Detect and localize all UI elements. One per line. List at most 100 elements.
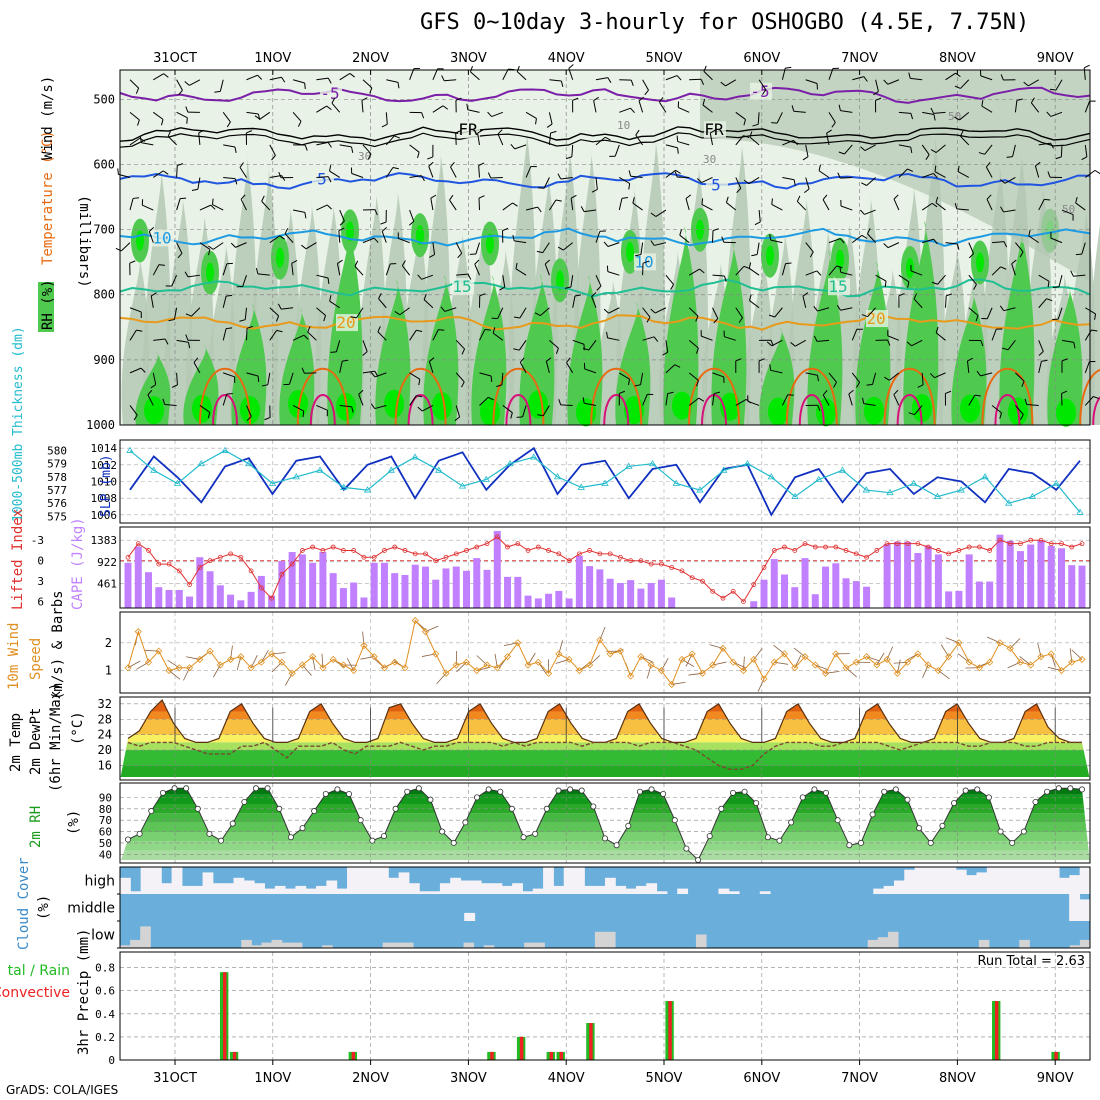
isotherm-30-loop bbox=[309, 394, 336, 426]
wind-barb bbox=[654, 242, 667, 246]
wind-barb-flag bbox=[607, 77, 612, 83]
rh2m-point bbox=[578, 787, 585, 794]
rh-green-region bbox=[999, 225, 1035, 425]
wind-barb bbox=[292, 405, 304, 412]
thickness-point bbox=[1076, 508, 1084, 515]
wind-barb-flag bbox=[304, 144, 308, 151]
wind-barb-flag bbox=[1000, 266, 1007, 270]
thickness-point bbox=[245, 459, 253, 467]
wind-barb-flag bbox=[470, 66, 473, 73]
wind-barb-flag bbox=[1046, 111, 1052, 117]
wind-10m-point bbox=[524, 661, 532, 669]
wind-barb bbox=[450, 166, 457, 178]
li-point bbox=[484, 541, 490, 547]
wind-10m-point bbox=[996, 639, 1004, 647]
cloud-low-bar bbox=[463, 942, 475, 948]
cloud-high-bar bbox=[264, 888, 276, 894]
wind-barb-flag bbox=[606, 331, 609, 338]
wind-barb-flag bbox=[839, 238, 845, 244]
wind-barb bbox=[549, 339, 559, 349]
cloud-low-bar bbox=[130, 939, 141, 948]
rh2m-point bbox=[183, 785, 190, 792]
wind-barb bbox=[795, 339, 806, 347]
wind-barb bbox=[479, 372, 492, 377]
wind-barb-flag bbox=[358, 389, 364, 395]
wind-10m-point bbox=[329, 655, 337, 664]
temp-tick-label: 24 bbox=[98, 728, 112, 742]
wind-10m-point bbox=[483, 661, 491, 669]
wind-barb-flag bbox=[818, 164, 821, 171]
wind-barb-flag bbox=[162, 398, 166, 405]
cape-bar bbox=[257, 575, 265, 608]
cloud-high-bar bbox=[759, 891, 771, 894]
wind-barb-flag bbox=[817, 405, 821, 412]
cloud-high-bar bbox=[584, 885, 596, 894]
wind-barb bbox=[191, 307, 201, 317]
rh-contour-label: 30 bbox=[703, 153, 716, 166]
pressure-tick-label: 500 bbox=[93, 92, 115, 106]
wind-10m-point bbox=[904, 658, 912, 666]
thickness-point bbox=[862, 486, 870, 493]
cloud-low-bar bbox=[140, 926, 151, 948]
wind-barb bbox=[991, 266, 1002, 276]
cape-bar bbox=[411, 564, 419, 608]
li-point bbox=[228, 551, 233, 557]
cloud-high-bar bbox=[625, 888, 637, 894]
wind-barb bbox=[467, 109, 480, 113]
cloud-high-bar bbox=[512, 883, 523, 894]
cloud-low-bar bbox=[120, 945, 131, 948]
wind-barb-flag bbox=[978, 152, 985, 155]
grads-credit: GrADS: COLA/IGES bbox=[6, 1083, 119, 1097]
wind-barb-flag bbox=[751, 253, 758, 257]
pressure-tick-label: 900 bbox=[93, 353, 115, 367]
li-point bbox=[987, 548, 993, 553]
wind-barb bbox=[1038, 361, 1042, 374]
wind-barb-flag bbox=[367, 153, 372, 160]
thickness-point bbox=[292, 473, 300, 480]
rh2m-point bbox=[718, 805, 725, 812]
wind-barb-flag bbox=[339, 220, 345, 226]
wind-barb-flag bbox=[980, 340, 984, 347]
wind-barb bbox=[864, 209, 876, 215]
wind-barb-flag bbox=[785, 66, 792, 69]
wind-barb bbox=[1073, 274, 1086, 277]
thickness-point bbox=[1005, 499, 1013, 506]
wind-barb bbox=[1011, 263, 1016, 276]
wind-barb bbox=[959, 111, 970, 121]
rh2m-point bbox=[369, 837, 376, 844]
cloud-high-bar bbox=[223, 883, 235, 894]
rh-green-region bbox=[663, 226, 699, 425]
wind-barb-flag bbox=[1028, 229, 1031, 236]
wind-barb-flag bbox=[177, 163, 184, 166]
li-point bbox=[884, 541, 890, 547]
cloud-low-bar bbox=[392, 942, 404, 948]
wind-barb bbox=[545, 361, 550, 374]
wind-barb bbox=[385, 135, 395, 146]
rh-bright-region bbox=[276, 247, 284, 268]
wind-barb bbox=[935, 144, 946, 153]
wind-barb bbox=[805, 270, 818, 276]
wind-barb-flag bbox=[538, 187, 545, 189]
wind-tick-label: 1 bbox=[105, 664, 112, 678]
wind-barb-flag bbox=[670, 284, 674, 290]
rh2m-point bbox=[287, 834, 294, 841]
wind-barb-flag bbox=[497, 129, 503, 135]
wind-barb bbox=[889, 372, 900, 381]
wind-barb bbox=[514, 240, 527, 244]
wind-barb bbox=[549, 79, 562, 82]
wind-barb bbox=[518, 340, 527, 351]
li-line bbox=[127, 536, 1083, 603]
wind-barb-flag bbox=[380, 221, 387, 225]
li-point bbox=[997, 537, 1003, 543]
cloud-high-bar bbox=[594, 885, 606, 894]
isotherm-line bbox=[119, 278, 1091, 298]
cloud-low-bar bbox=[594, 931, 606, 948]
cape-bar bbox=[1047, 545, 1055, 608]
wind-barb-flag bbox=[455, 97, 462, 101]
li-point bbox=[258, 585, 264, 591]
wind-barb-flag bbox=[418, 379, 421, 386]
wind-barb bbox=[339, 73, 351, 81]
date-label-top: 6NOV bbox=[743, 51, 780, 66]
wind-barb bbox=[329, 300, 340, 309]
cloud-low-bar bbox=[322, 945, 333, 948]
